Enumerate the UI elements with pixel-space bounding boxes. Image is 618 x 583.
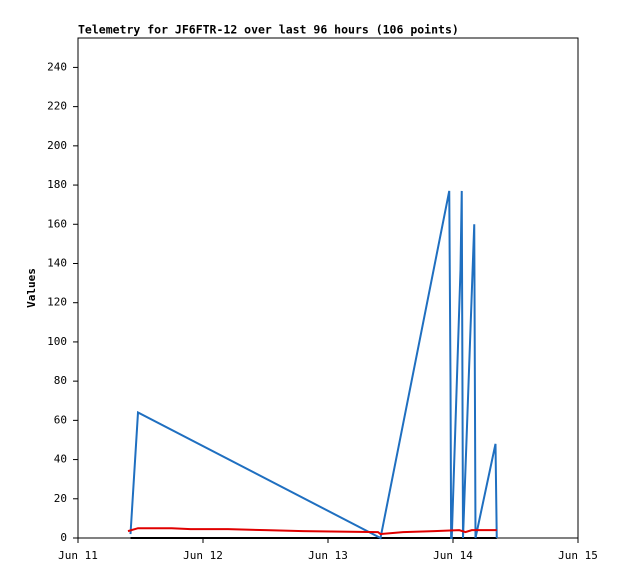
series-line [127, 527, 497, 536]
x-tick-label: Jun 13 [308, 549, 348, 562]
series-line [129, 190, 498, 540]
y-tick-label: 160 [47, 217, 67, 230]
y-tick-label: 180 [47, 178, 67, 191]
x-tick-label: Jun 14 [433, 549, 473, 562]
y-tick-label: 100 [47, 335, 67, 348]
y-tick-label: 60 [54, 413, 67, 426]
y-tick-label: 140 [47, 256, 67, 269]
y-tick-label: 220 [47, 100, 67, 113]
x-tick-label: Jun 11 [58, 549, 98, 562]
y-tick-label: 80 [54, 374, 67, 387]
y-tick-label: 40 [54, 453, 67, 466]
y-axis-label: Values [25, 268, 38, 308]
x-tick-label: Jun 15 [558, 549, 598, 562]
y-tick-label: 0 [60, 531, 67, 544]
chart-title: Telemetry for JF6FTR-12 over last 96 hou… [78, 23, 459, 37]
y-tick-label: 120 [47, 296, 67, 309]
plot-frame [77, 37, 579, 539]
y-tick-label: 20 [54, 492, 67, 505]
y-tick-label: 200 [47, 139, 67, 152]
y-tick-label: 240 [47, 60, 67, 73]
x-tick-label: Jun 12 [183, 549, 223, 562]
